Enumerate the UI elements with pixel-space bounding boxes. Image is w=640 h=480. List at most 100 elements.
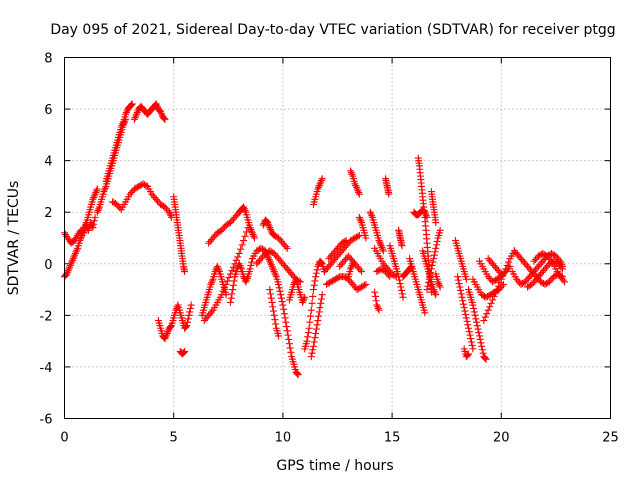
data-point [309,342,317,350]
series-arc-24 [325,237,350,263]
data-point [228,290,236,298]
data-point [519,257,527,265]
data-point [517,280,525,288]
data-point [314,317,322,325]
data-point [235,260,243,268]
data-point [473,318,481,326]
data-point [538,268,546,276]
data-point [117,123,125,131]
data-point [270,268,278,276]
chart-title: Day 095 of 2021, Sidereal Day-to-day VTE… [50,22,615,38]
data-point [90,217,98,225]
data-point [63,268,71,276]
data-point [543,252,551,260]
data-point [350,235,358,243]
data-point [518,280,526,288]
data-point [94,206,102,214]
data-point [312,269,320,277]
data-point [130,115,138,123]
data-point [226,219,234,227]
data-point [355,285,363,293]
x-tick-label: 10 [275,431,292,446]
data-point [328,259,336,267]
data-point [480,317,488,325]
data-point [91,190,99,198]
data-point [435,280,443,288]
data-point [423,286,431,294]
x-tick-label: 0 [60,431,68,446]
data-point [133,183,141,191]
data-point [548,249,556,257]
data-point [332,254,340,262]
data-point [269,264,277,272]
data-point [358,283,366,291]
data-point [353,185,361,193]
data-point [283,244,291,252]
data-point [229,281,237,289]
data-point [132,184,140,192]
data-point [484,255,492,263]
data-point [524,274,532,282]
data-point [371,292,379,300]
data-point [528,280,536,288]
data-point [90,192,98,200]
data-point [493,286,501,294]
data-point [347,263,355,271]
data-point [317,259,325,267]
data-point [279,301,287,309]
series-arc-48 [469,275,507,301]
data-point [378,243,386,251]
data-point [153,102,161,110]
data-point [373,301,381,309]
data-point [540,250,548,258]
x-tick-labels: 0 5 10 15 20 25 [60,431,618,446]
data-point [306,318,314,326]
data-point [133,109,141,117]
data-point [503,262,511,270]
data-point [284,331,292,339]
data-point [529,269,537,277]
data-point [334,252,341,260]
y-tick-label: -4 [40,361,53,376]
data-point [532,255,540,263]
data-point [379,245,387,253]
data-point [545,278,553,286]
data-point [285,340,293,348]
data-point [160,115,168,123]
data-point [525,264,533,272]
data-point [317,258,325,266]
data-point [541,265,549,273]
data-point [340,257,348,265]
data-point [532,275,540,283]
data-point [455,280,463,288]
data-point [247,225,255,233]
series-arc-17 [266,286,283,340]
data-point [232,256,240,264]
data-point [467,335,475,343]
series-arc-18 [285,275,309,306]
data-point [243,274,251,282]
data-point [506,262,514,270]
data-point [485,292,493,300]
data-point [397,283,405,291]
data-point [533,264,541,272]
data-point [323,264,331,272]
data-point [221,284,229,292]
data-point [347,279,355,287]
series-arc-45 [454,273,477,353]
data-point [126,190,134,198]
data-point [547,276,555,284]
data-point [464,321,472,329]
series-arc-23 [323,273,370,294]
data-point [491,263,499,271]
data-point [346,254,354,262]
data-point [203,313,211,321]
data-point [329,249,337,257]
series-arc-54 [524,257,566,291]
data-point [315,182,323,190]
data-point [542,263,550,271]
data-point [430,251,438,259]
data-point [463,352,471,360]
series-arc-52 [508,249,566,288]
data-point [271,316,279,324]
